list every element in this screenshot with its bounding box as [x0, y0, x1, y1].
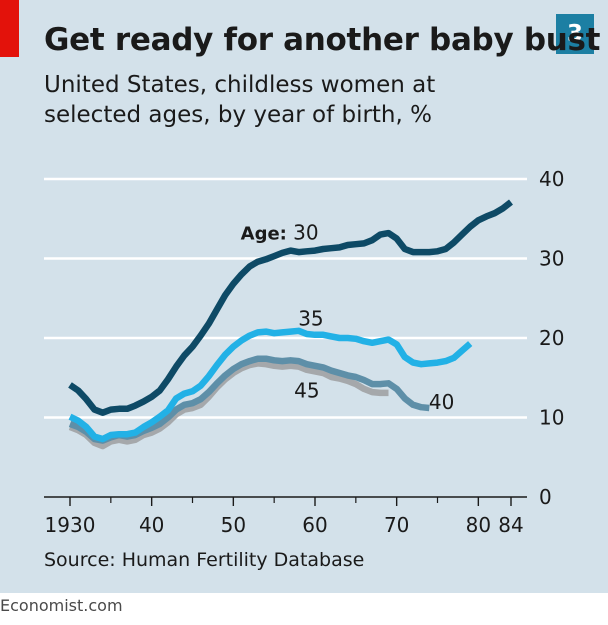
brand-footer: Economist.com: [0, 596, 123, 615]
series-lines: [68, 199, 513, 450]
x-tick-label-1940: 40: [139, 513, 164, 537]
chart-title: Get ready for another baby bust: [44, 22, 601, 58]
y-tick-label-0: 0: [539, 485, 552, 509]
y-tick-label-40: 40: [539, 167, 564, 191]
series-label-age30: Age: 30: [241, 220, 319, 244]
y-tick-label-10: 10: [539, 406, 564, 430]
x-tick-label-1950: 50: [221, 513, 246, 537]
chart-number-badge: 3: [556, 14, 594, 54]
x-tick-label-1930: 1930: [45, 513, 96, 537]
series-label-age35: 35: [298, 306, 323, 330]
source-note: Source: Human Fertility Database: [44, 549, 365, 571]
series-label-prefix: Age:: [241, 223, 294, 244]
brand-red-flag: [0, 0, 19, 57]
x-axis: 1930 40 50 60 70 80 84: [45, 497, 524, 537]
x-tick-label-1960: 60: [302, 513, 327, 537]
series-line-age30: [68, 199, 513, 416]
series-label-age40: 40: [429, 390, 454, 414]
y-tick-label-20: 20: [539, 326, 564, 350]
chart-panel: [0, 0, 608, 593]
gridlines: 0 10 20 30 40: [44, 167, 564, 509]
y-tick-label-30: 30: [539, 247, 564, 271]
series-line-age40: [68, 355, 430, 444]
series-line-age35: [68, 327, 473, 443]
x-tick-label-1970: 70: [384, 513, 409, 537]
chart-subtitle: United States, childless women at select…: [44, 72, 436, 128]
x-tick-label-1984: 84: [498, 513, 523, 537]
x-tick-label-1980: 80: [466, 513, 491, 537]
series-labels: 45 40 35 Age: 30: [241, 220, 455, 413]
line-chart: 0 10 20 30 40 1930 40 50 60 70 80 84 45 40 35 Age: 30: [44, 167, 564, 537]
series-label-age45: 45: [294, 379, 319, 403]
series-label-value: 30: [293, 220, 318, 244]
